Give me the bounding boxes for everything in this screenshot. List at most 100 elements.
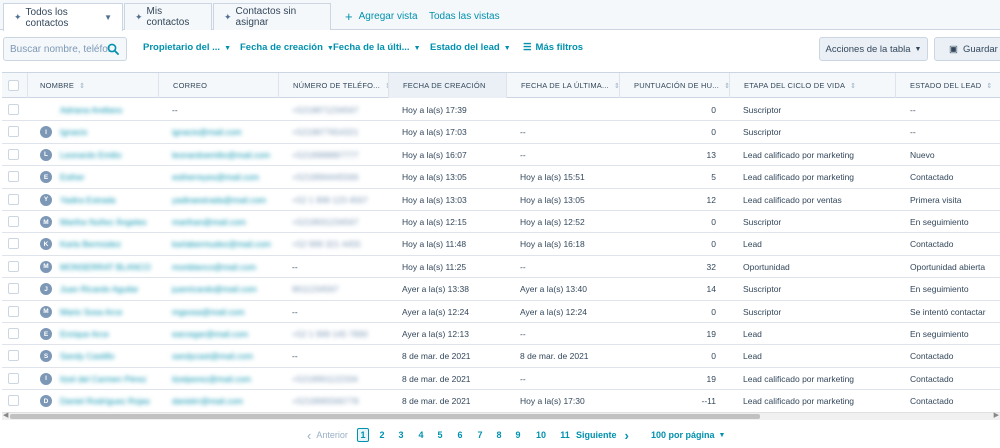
column-header-lead-status[interactable]: Estado del lead ⇕ — [896, 73, 1000, 98]
tab-all-contacts[interactable]: ✦ Todos los contactos ▼ — [3, 3, 123, 31]
table-row[interactable]: K Karla Bermúdez karlabermudez@mail.com +52… — [2, 233, 1000, 256]
contact-name-link[interactable]: Juan Ricardo Aguilar — [60, 284, 139, 295]
column-header-created[interactable]: Fecha de creación⇕ — [389, 73, 507, 98]
page-number-button[interactable]: 2 — [379, 430, 385, 440]
page-number-button[interactable]: 4 — [418, 430, 424, 440]
contact-name-link[interactable]: Itzel del Carmen Pérez — [60, 373, 147, 384]
column-header-name[interactable]: Nombre ⇕ — [28, 73, 159, 98]
select-all-checkbox[interactable] — [8, 80, 19, 91]
column-header-score[interactable]: Puntuación de hu... ⇕ — [620, 73, 730, 98]
per-page-select[interactable]: 100 por página ▼ — [651, 428, 725, 442]
column-header-last-activity[interactable]: Fecha de la última... ⇕ — [507, 73, 620, 98]
scroll-left-icon[interactable]: ◀ — [3, 412, 9, 419]
contact-name-link[interactable]: Daniel Rodríguez Rojas — [60, 396, 150, 407]
avatar: M — [40, 216, 52, 228]
page-number-button[interactable]: 10 — [535, 430, 546, 440]
contacts-table: Nombre ⇕ Correo Número de teléfo... ⇕ Fech… — [2, 72, 1000, 412]
email-cell: marthan@mail.com — [172, 217, 246, 227]
tab-label: Contactos sin asignar — [235, 6, 297, 28]
table-row[interactable]: Y Yadira Estrada yadiraestrada@mail.com +52… — [2, 189, 1000, 211]
page-number-button[interactable]: 8 — [496, 430, 502, 440]
phone-cell: +5219995566778 — [292, 396, 359, 407]
contact-name-link[interactable]: Yadira Estrada — [60, 194, 116, 205]
table-row[interactable]: E Esther estherreyes@mail.com +521999444556… — [2, 166, 1000, 189]
table-row[interactable]: M MONSERRAT BLANCO monblanco@mail.com -- Hoy… — [2, 256, 1000, 279]
created-cell: 8 de mar. de 2021 — [402, 373, 471, 384]
scroll-right-icon[interactable]: ▶ — [993, 412, 999, 419]
tab-my-contacts[interactable]: ✦ Mis contactos — [124, 3, 212, 30]
table-row[interactable]: Adriana Arellano -- +5219871234567 Hoy a la… — [2, 99, 1000, 122]
contact-name-link[interactable]: Ignacio — [60, 127, 88, 138]
page-number-button[interactable]: 3 — [398, 430, 404, 440]
contact-name-link[interactable]: Enrique Arce — [60, 329, 109, 339]
contact-name-link[interactable]: Adriana Arellano — [60, 105, 123, 115]
lifecycle-stage-cell: Suscriptor — [743, 127, 782, 138]
page-number-button[interactable]: 11 — [560, 430, 570, 440]
row-checkbox[interactable] — [8, 104, 19, 115]
scrollbar-thumb[interactable] — [10, 414, 760, 419]
contact-name-link[interactable]: Martha Nuñez Ángeles — [60, 217, 147, 227]
caret-down-icon[interactable]: ▼ — [104, 13, 112, 22]
last-activity-filter[interactable]: Fecha de la últi... ▼ — [333, 42, 421, 53]
contact-name-link[interactable]: Karla Bermúdez — [60, 239, 121, 250]
table-row[interactable]: S Sandy Castillo sandycast@mail.com -- 8 de … — [2, 345, 1000, 368]
table-row[interactable]: D Daniel Rodríguez Rojas danielrr@mail.com… — [2, 390, 1000, 412]
column-header-phone[interactable]: Número de teléfo... ⇕ — [279, 73, 389, 98]
previous-page-button[interactable]: ‹ Anterior — [307, 427, 348, 443]
table-row[interactable]: E Enrique Arce earcegar@mail.com +52 1 999 … — [2, 323, 1000, 346]
page-number-button[interactable]: 1 — [357, 428, 369, 442]
row-checkbox[interactable] — [8, 126, 19, 138]
avatar: E — [40, 171, 52, 184]
created-filter-label: Fecha de creación — [240, 42, 323, 53]
tab-unassigned-contacts[interactable]: ✦ Contactos sin asignar — [213, 3, 331, 30]
pin-icon: ✦ — [135, 11, 143, 22]
page-number-button[interactable]: 9 — [515, 430, 521, 440]
row-checkbox[interactable] — [8, 328, 19, 339]
contact-name-link[interactable]: Esther — [60, 172, 85, 183]
column-label: Fecha de creación — [403, 81, 486, 90]
row-checkbox[interactable] — [8, 148, 19, 160]
save-view-button[interactable]: ▣ Guardar vis — [934, 37, 1000, 61]
contact-name-link[interactable]: Sandy Castillo — [60, 351, 115, 362]
row-checkbox[interactable] — [8, 260, 19, 272]
row-checkbox[interactable] — [8, 395, 19, 407]
column-header-lifecycle[interactable]: Etapa del ciclo de vida ⇕ — [730, 73, 896, 98]
created-date-filter[interactable]: Fecha de creación ▼ — [240, 42, 334, 53]
contact-name-link[interactable]: MONSERRAT BLANCO — [60, 261, 151, 272]
chevron-left-icon: ‹ — [307, 427, 312, 443]
row-checkbox[interactable] — [8, 283, 19, 295]
column-header-email[interactable]: Correo — [159, 73, 279, 98]
search-input[interactable] — [10, 43, 110, 55]
next-page-button[interactable]: Siguiente › — [576, 428, 629, 443]
search-icon[interactable] — [107, 43, 119, 55]
table-actions-button[interactable]: Acciones de la tabla ▼ — [819, 37, 928, 61]
row-checkbox[interactable] — [8, 305, 19, 317]
per-page-label: 100 por página — [651, 430, 715, 440]
lead-status-filter[interactable]: Estado del lead ▼ — [430, 42, 511, 53]
owner-filter[interactable]: Propietario del ... ▼ — [143, 42, 231, 53]
table-row[interactable]: M Martha Nuñez Ángeles marthan@mail.com +52… — [2, 211, 1000, 234]
contact-name-link[interactable]: Leonardo Emilio — [60, 149, 122, 160]
row-checkbox[interactable] — [8, 350, 19, 362]
page-number-button[interactable]: 7 — [477, 430, 483, 440]
phone-cell: +5219991122334 — [292, 373, 358, 384]
row-checkbox[interactable] — [8, 216, 19, 227]
table-row[interactable]: M Mario Sosa Arce mgsosa@mail.com -- Ayer a … — [2, 301, 1000, 323]
table-row[interactable]: I Ignacio ignacio@mail.com +5219877654321 Ho… — [2, 121, 1000, 144]
contact-name-link[interactable]: Mario Sosa Arce — [60, 306, 123, 317]
more-filters-button[interactable]: ☰ Más filtros — [523, 42, 583, 53]
add-view-button[interactable]: + Agregar vista — [345, 3, 418, 30]
horizontal-scrollbar[interactable]: ◀ ▶ — [2, 412, 1000, 420]
table-row[interactable]: J Juan Ricardo Aguilar juanricardo@mail.co… — [2, 278, 1000, 301]
row-checkbox[interactable] — [8, 238, 19, 250]
all-views-link[interactable]: Todas las vistas — [429, 3, 500, 30]
table-row[interactable]: I Itzel del Carmen Pérez itzelperez@mail.c… — [2, 368, 1000, 391]
lead-status-cell: En seguimiento — [910, 217, 969, 227]
row-checkbox[interactable] — [8, 193, 19, 205]
phone-cell: -- — [292, 351, 298, 362]
row-checkbox[interactable] — [8, 171, 19, 183]
page-number-button[interactable]: 5 — [437, 430, 443, 440]
page-number-button[interactable]: 6 — [457, 430, 463, 440]
table-row[interactable]: L Leonardo Emilio leonardoemilio@mail.com +… — [2, 144, 1000, 167]
row-checkbox[interactable] — [8, 372, 19, 384]
